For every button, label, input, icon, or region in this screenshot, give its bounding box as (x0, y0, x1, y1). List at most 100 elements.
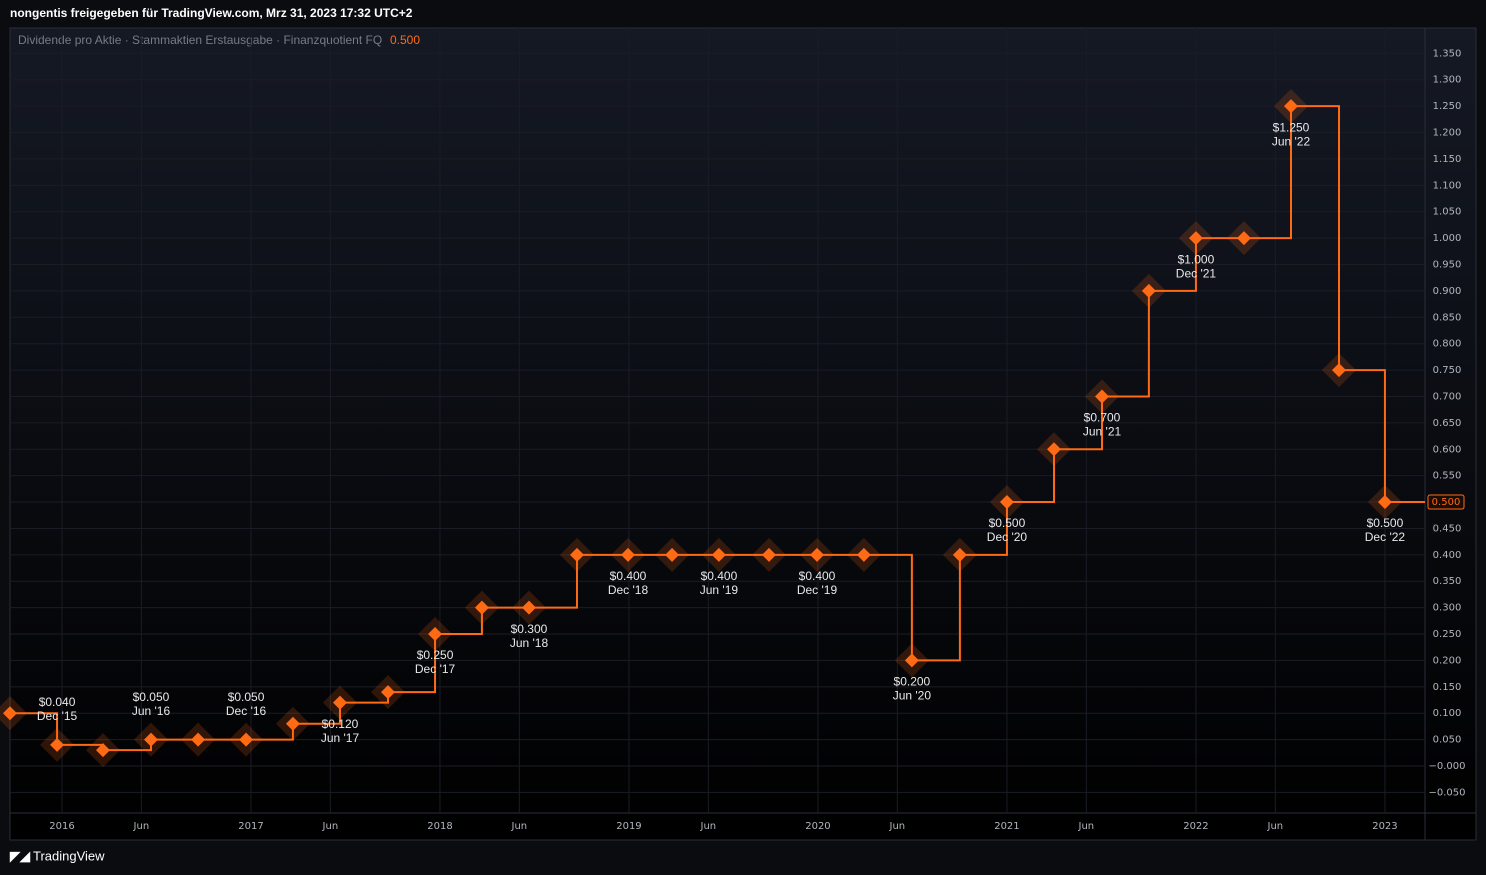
marker (569, 547, 584, 562)
step-line (10, 712, 59, 745)
marker (1377, 495, 1392, 510)
marker (665, 547, 680, 562)
x-tick-label: Jun (322, 821, 339, 832)
marker (1332, 363, 1347, 378)
marker (1095, 389, 1110, 404)
date-label: Jun '16 (132, 704, 171, 718)
x-tick-label: 2021 (994, 821, 1019, 832)
date-label: Dec '19 (797, 583, 838, 597)
step-line (1054, 396, 1104, 451)
y-tick-label: 0.650 (1433, 418, 1462, 429)
value-label: $0.500 (1367, 516, 1404, 530)
date-label: Dec '22 (1365, 530, 1406, 544)
marker (1047, 442, 1062, 457)
y-tick-label: 0.700 (1433, 391, 1462, 402)
y-tick-label: 0.900 (1433, 286, 1462, 297)
x-tick-label: 2022 (1183, 821, 1208, 832)
marker (95, 743, 110, 758)
y-tick-label: 1.200 (1433, 128, 1462, 139)
step-line (1006, 449, 1055, 504)
x-tick-label: 2018 (427, 821, 452, 832)
marker (143, 732, 158, 747)
x-tick-label: 2016 (49, 821, 74, 832)
marker (380, 685, 395, 700)
value-label: $0.300 (511, 622, 548, 636)
y-tick-label: 0.100 (1433, 708, 1462, 719)
marker (711, 547, 726, 562)
x-tick-label: 2023 (1372, 821, 1397, 832)
value-label: $1.250 (1273, 120, 1310, 134)
date-label: Dec '15 (37, 709, 78, 723)
x-tick-label: Jun (700, 821, 717, 832)
marker (1284, 99, 1299, 114)
step-line (1291, 105, 1341, 371)
last-value-badge (1427, 494, 1465, 510)
marker (285, 716, 300, 731)
value-label: $0.700 (1084, 411, 1121, 425)
y-tick-label: 0.600 (1433, 444, 1462, 455)
value-label: $0.200 (894, 675, 931, 689)
x-tick-label: Jun (889, 821, 906, 832)
value-label: $0.050 (228, 690, 265, 704)
value-label: $0.400 (701, 569, 738, 583)
marker (856, 547, 871, 562)
marker (474, 600, 489, 615)
y-tick-label: 0.950 (1433, 260, 1462, 271)
step-line (435, 607, 483, 636)
step-line (911, 554, 961, 662)
step-line (1148, 238, 1197, 292)
y-tick-label: 1.100 (1433, 180, 1462, 191)
x-tick-label: 2017 (238, 821, 263, 832)
y-tick-label: 0.050 (1433, 735, 1462, 746)
y-tick-label: 1.050 (1433, 207, 1462, 218)
header: nongentis freigegeben für TradingView.co… (10, 6, 413, 20)
x-tick-label: Jun (1078, 821, 1095, 832)
y-tick-label: 1.300 (1433, 75, 1462, 86)
y-tick-label: 0.450 (1433, 523, 1462, 534)
step-line (1102, 290, 1150, 398)
marker (904, 653, 919, 668)
chart-frame (9, 27, 1477, 841)
step-line (1243, 106, 1292, 240)
y-tick-label: 0.300 (1433, 603, 1462, 614)
footer-logo: ◤◢ (9, 848, 31, 863)
y-tick-label: 1.000 (1433, 233, 1462, 244)
value-label: $0.250 (417, 648, 454, 662)
marker (952, 547, 967, 562)
value-label: $0.040 (39, 695, 76, 709)
x-tick-label: 2020 (805, 821, 830, 832)
step-line (959, 502, 1008, 556)
marker (3, 706, 17, 721)
value-label: $0.400 (610, 569, 647, 583)
y-tick-label: 0.800 (1433, 339, 1462, 350)
y-tick-label: −0.050 (1428, 787, 1465, 798)
marker (999, 495, 1014, 510)
y-tick-label: 1.250 (1433, 101, 1462, 112)
value-label: $0.400 (799, 569, 836, 583)
step-line (528, 554, 578, 609)
x-tick-label: Jun (511, 821, 528, 832)
last-value-label: 0.500 (1432, 497, 1461, 508)
y-tick-label: 1.350 (1433, 48, 1462, 59)
date-label: Jun '17 (321, 731, 360, 745)
marker (1141, 283, 1156, 298)
footer: TradingView (33, 848, 105, 863)
value-label: $1.000 (1178, 252, 1215, 266)
step-line (863, 553, 913, 661)
x-tick-label: Jun (1267, 821, 1284, 832)
y-tick-label: 0.200 (1433, 655, 1462, 666)
marker (1236, 231, 1251, 246)
date-label: Jun '22 (1272, 134, 1311, 148)
y-tick-label: 0.150 (1433, 682, 1462, 693)
step-line (292, 702, 341, 725)
date-label: Dec '20 (987, 530, 1028, 544)
marker (621, 547, 636, 562)
date-label: Jun '21 (1083, 425, 1122, 439)
date-label: Jun '19 (700, 583, 739, 597)
date-label: Dec '16 (226, 704, 267, 718)
x-tick-label: 2019 (616, 821, 641, 832)
y-tick-label: 0.350 (1433, 576, 1462, 587)
y-tick-label: 0.850 (1433, 312, 1462, 323)
